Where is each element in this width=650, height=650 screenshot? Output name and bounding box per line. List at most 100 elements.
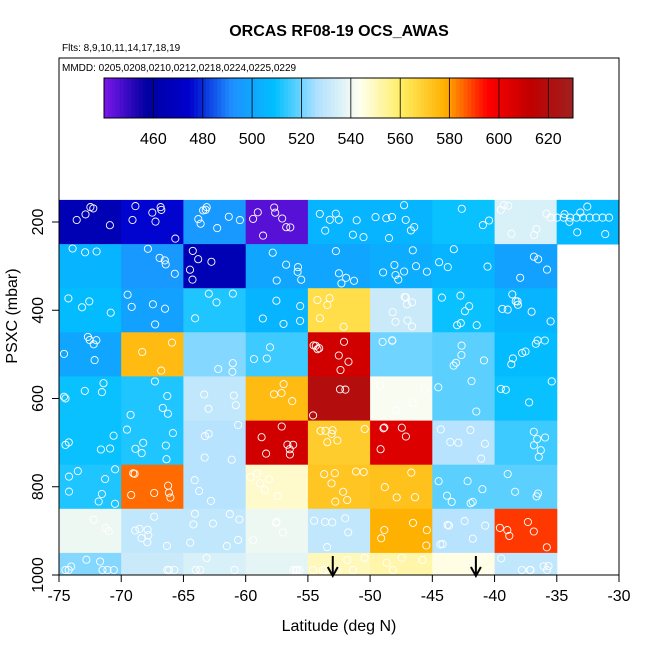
observation-point — [293, 565, 302, 575]
observation-point — [163, 409, 172, 418]
observation-point — [436, 425, 445, 434]
observation-point — [160, 256, 169, 265]
observation-point — [466, 426, 475, 435]
observation-point — [344, 528, 353, 537]
observation-point — [96, 445, 105, 454]
colorbar-segment — [385, 78, 390, 118]
observation-point — [128, 215, 137, 225]
observation-point — [309, 411, 318, 420]
colorbar-segment — [401, 78, 406, 118]
colorbar-segment — [260, 78, 265, 118]
heatmap-cell — [245, 288, 309, 333]
colorbar-segment — [115, 78, 121, 118]
colorbar-segment — [135, 78, 140, 118]
observation-point — [434, 477, 443, 486]
observation-point — [380, 423, 389, 432]
observation-point — [485, 216, 494, 225]
observation-point — [122, 425, 132, 434]
colorbar-segment — [502, 78, 507, 118]
colorbar-segment — [549, 78, 554, 118]
colorbar-segment — [350, 78, 355, 118]
observation-point — [529, 527, 538, 536]
observation-point — [460, 517, 469, 526]
observation-point — [402, 300, 411, 309]
observation-point — [496, 205, 505, 214]
observation-point — [472, 321, 481, 330]
heatmap-cell — [183, 376, 247, 421]
colorbar-segment — [447, 78, 453, 118]
observation-point — [406, 226, 415, 235]
colorbar-segment — [119, 78, 124, 118]
observation-point — [94, 497, 103, 506]
observation-point — [188, 246, 197, 255]
colorbar-segment — [541, 78, 547, 118]
observation-point — [533, 489, 543, 498]
observation-point — [82, 555, 91, 564]
observation-point — [137, 449, 146, 458]
observation-point — [200, 432, 209, 441]
observation-point — [408, 246, 417, 255]
observation-point — [188, 275, 197, 284]
observation-point — [400, 201, 409, 210]
observation-point — [204, 289, 213, 298]
colorbar-segment — [518, 78, 523, 118]
observation-point — [401, 432, 410, 441]
colorbar-segment — [189, 78, 195, 118]
observation-point — [503, 305, 512, 314]
colorbar-segment — [322, 78, 328, 118]
heatmap-cell — [432, 464, 495, 510]
observation-point — [89, 515, 98, 524]
colorbar-segment — [268, 78, 273, 118]
observation-point — [161, 441, 170, 450]
observation-point — [83, 332, 92, 341]
heatmap-cell — [121, 508, 184, 554]
observation-point — [262, 354, 271, 363]
observation-point — [533, 336, 542, 345]
observation-point — [101, 523, 110, 533]
heatmap-cell — [307, 332, 371, 377]
observation-point — [269, 390, 279, 399]
y-tick-label: 400 — [30, 297, 47, 324]
colorbar-segment — [483, 78, 488, 118]
colorbar-segment — [291, 78, 296, 118]
heatmap-cell — [245, 552, 309, 576]
observation-point — [553, 213, 562, 222]
colorbar-segment — [553, 78, 558, 118]
observation-point — [544, 562, 553, 571]
colorbar-tick-label: 620 — [535, 131, 562, 148]
colorbar-segment — [436, 78, 441, 118]
heatmap-cell — [432, 332, 495, 377]
observation-point — [151, 320, 160, 329]
colorbar-segment — [244, 78, 250, 118]
observation-point — [539, 562, 548, 571]
observation-point — [352, 216, 361, 225]
observation-point — [408, 518, 418, 527]
x-tick-label: -65 — [172, 588, 195, 605]
observation-point — [111, 465, 120, 474]
colorbar-segment — [295, 78, 300, 118]
colorbar-segment — [506, 78, 511, 118]
observation-point — [131, 202, 140, 211]
colorbar-segment — [225, 78, 230, 118]
observation-point — [196, 565, 205, 575]
observation-point — [334, 269, 343, 278]
observation-point — [449, 245, 458, 254]
observation-point — [516, 273, 525, 282]
observation-point — [279, 319, 288, 328]
observation-point — [272, 296, 281, 305]
observation-point — [598, 213, 607, 222]
observation-point — [331, 209, 340, 218]
observation-point — [228, 359, 237, 368]
colorbar-segment — [143, 78, 148, 118]
colorbar-segment — [275, 78, 281, 118]
colorbar-segment — [330, 78, 335, 118]
colorbar-segment — [279, 78, 285, 118]
observation-point — [382, 214, 391, 223]
observation-point — [495, 523, 504, 532]
colorbar-segment — [318, 78, 324, 118]
observation-point — [503, 526, 512, 535]
colorbar-segment — [217, 78, 222, 118]
observation-point — [68, 244, 77, 253]
observation-point — [327, 479, 336, 488]
observation-point — [208, 519, 218, 528]
